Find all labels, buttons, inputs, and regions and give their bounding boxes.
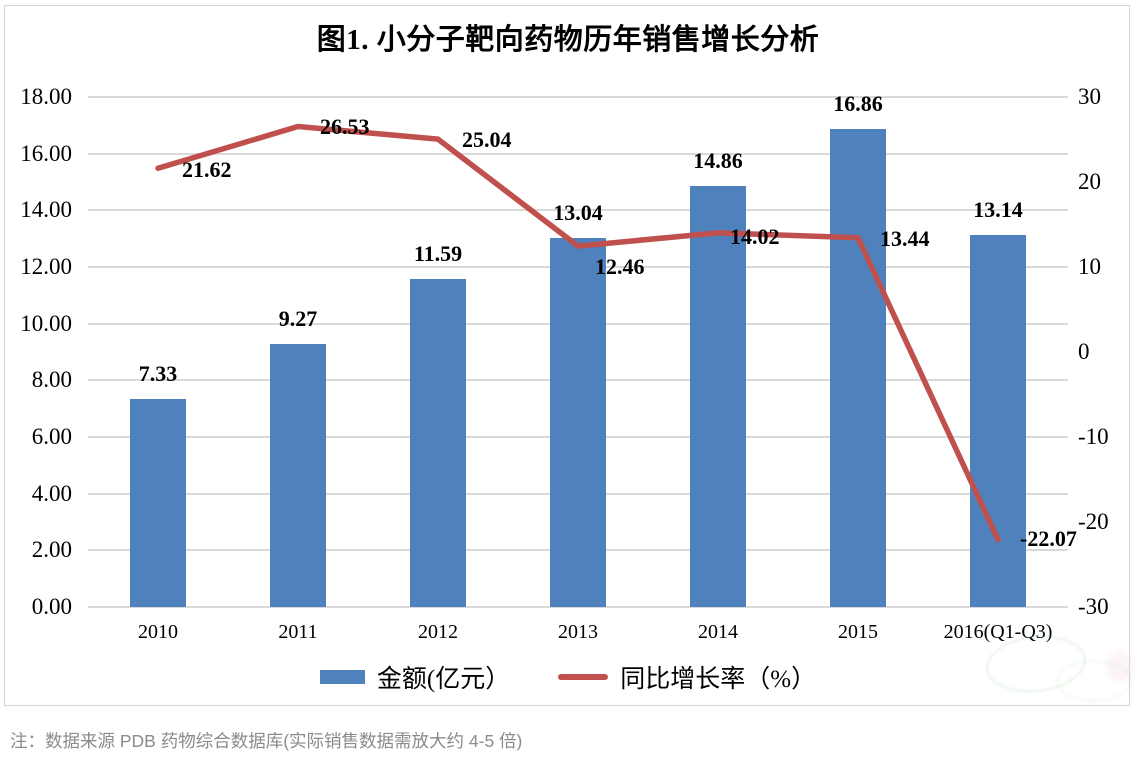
legend-item-growth: 同比增长率（%） (558, 659, 816, 695)
bar-value-label: 14.86 (693, 147, 743, 173)
line-value-label: 25.04 (462, 127, 512, 153)
bar-series-swatch-icon (319, 670, 365, 684)
gridline (88, 209, 1068, 212)
legend-item-amount: 金额(亿元） (319, 659, 511, 695)
y-axis-tick-right: -20 (1078, 509, 1109, 534)
bar-2010 (130, 399, 186, 607)
y-axis-tick-left: 0.00 (31, 594, 72, 619)
bar-2014 (690, 185, 746, 607)
y-axis-tick-left: 10.00 (20, 310, 72, 336)
line-value-label: 12.46 (595, 254, 645, 280)
legend: 金额(亿元） 同比增长率（%） (0, 661, 1136, 693)
y-axis-tick-left: 18.00 (20, 84, 72, 109)
bar-value-label: 7.33 (138, 361, 178, 387)
bar-value-label: 13.04 (553, 199, 603, 225)
source-note: 注：数据来源 PDB 药物综合数据库(实际销售数据需放大约 4-5 倍) (10, 731, 523, 751)
x-axis-tick-2014: 2014 (698, 621, 738, 643)
growth-line-chart (155, 123, 1001, 543)
x-axis-tick-2011: 2011 (278, 621, 318, 643)
gridline (88, 606, 1068, 608)
gridline (88, 152, 1068, 155)
bar-2016(Q1-Q3) (970, 234, 1026, 607)
x-axis-tick-2015: 2015 (838, 621, 878, 643)
y-axis-tick-right: -30 (1078, 594, 1109, 619)
y-axis-tick-left: 14.00 (20, 197, 72, 223)
y-axis-tick-right: 30 (1078, 84, 1101, 109)
y-axis-tick-right: -10 (1078, 424, 1109, 449)
y-axis-tick-right: 10 (1078, 254, 1101, 279)
line-series-swatch-icon (558, 674, 609, 680)
line-value-label: 14.02 (730, 223, 780, 249)
gridline (88, 96, 1068, 98)
bar-2012 (410, 278, 466, 607)
x-axis-tick-2016(Q1-Q3): 2016(Q1-Q3) (943, 621, 1053, 643)
bar-value-label: 16.86 (833, 91, 883, 117)
line-value-label: 26.53 (320, 114, 370, 140)
line-value-label: 13.44 (880, 225, 930, 251)
y-axis-tick-right: 0 (1078, 339, 1090, 364)
legend-label-amount: 金额(亿元） (376, 666, 511, 693)
bar-value-label: 11.59 (413, 240, 463, 266)
y-axis-tick-left: 12.00 (20, 254, 72, 279)
y-axis-tick-left: 6.00 (31, 424, 72, 449)
bar-2015 (830, 129, 886, 607)
y-axis-tick-left: 16.00 (20, 140, 72, 166)
bar-value-label: 13.14 (973, 196, 1023, 222)
y-axis-tick-right: 20 (1078, 169, 1101, 194)
legend-label-growth: 同比增长率（%） (620, 666, 817, 693)
line-value-label: -22.07 (1020, 525, 1077, 551)
y-axis-tick-left: 2.00 (31, 537, 72, 563)
x-axis-tick-2012: 2012 (418, 621, 458, 643)
y-axis-tick-left: 4.00 (31, 480, 72, 506)
line-value-label: 21.62 (182, 157, 232, 183)
bar-2011 (270, 344, 326, 607)
bar-2013 (550, 237, 606, 607)
growth-line (155, 123, 1001, 543)
bar-value-label: 9.27 (278, 306, 318, 332)
y-axis-tick-left: 8.00 (31, 367, 72, 393)
x-axis-tick-2010: 2010 (138, 621, 178, 643)
x-axis-tick-2013: 2013 (558, 621, 598, 643)
chart-title: 图1. 小分子靶向药物历年销售增长分析 (316, 24, 820, 56)
